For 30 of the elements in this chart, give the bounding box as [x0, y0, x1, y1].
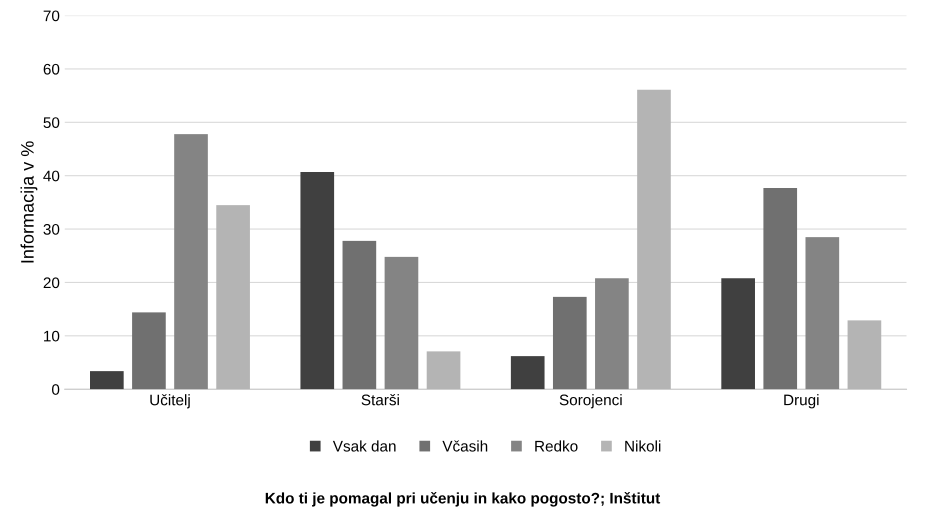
x-tick-label: Sorojenci: [560, 394, 622, 408]
bar: [721, 278, 755, 390]
y-tick-label: 20: [44, 277, 60, 288]
y-tick-label: 30: [43, 224, 60, 235]
y-tick-label: 60: [44, 64, 60, 75]
bar: [342, 240, 376, 390]
x-tick-label: Starši: [362, 394, 399, 406]
bar: [132, 312, 166, 390]
y-tick-label: 70: [44, 10, 60, 22]
bar: [510, 356, 545, 390]
y-axis-title: Informacija v %: [20, 141, 38, 262]
x-tick-label: Učitelj: [150, 394, 190, 408]
legend-label: Včasih: [442, 440, 488, 452]
legend-label: Nikoli: [625, 440, 660, 452]
bar: [384, 256, 418, 390]
y-tick-label: 0: [52, 384, 60, 395]
y-tick-label: 50: [44, 117, 60, 128]
y-tick-label: 10: [44, 330, 60, 342]
y-tick-label: 40: [43, 170, 60, 182]
legend-label: Vsak dan: [332, 440, 396, 452]
legend-label: Redko: [535, 440, 578, 452]
bar: [552, 296, 587, 390]
bar: [595, 278, 629, 390]
bar: [300, 172, 334, 390]
bar: [763, 188, 798, 390]
bar: [805, 237, 840, 390]
bar: [90, 371, 124, 390]
x-tick-label: Drugi: [784, 394, 819, 408]
bar: [174, 134, 208, 390]
text: Kdo ti je pomagal pri učenju in kako pogosto?; Inštitut: [266, 492, 660, 507]
